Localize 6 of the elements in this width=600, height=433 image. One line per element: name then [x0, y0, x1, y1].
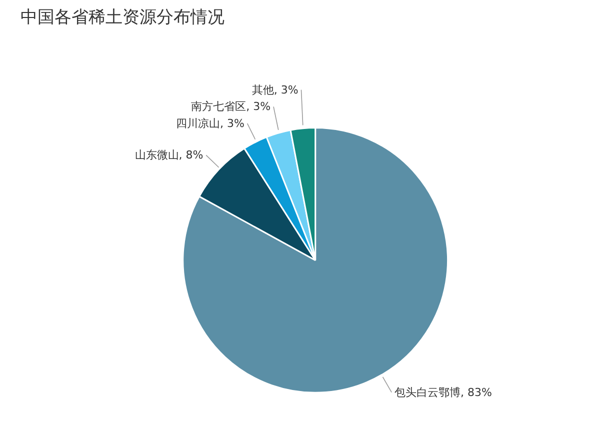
- slice-label: 四川凉山, 3%: [176, 116, 244, 130]
- slice-label: 南方七省区, 3%: [191, 100, 271, 114]
- slice-label: 其他, 3%: [252, 83, 298, 96]
- chart-title: 中国各省稀土资源分布情况: [20, 8, 224, 28]
- slice-label: 山东微山, 8%: [134, 148, 204, 162]
- slice-label: 包头白云鄂博, 83%: [394, 386, 492, 399]
